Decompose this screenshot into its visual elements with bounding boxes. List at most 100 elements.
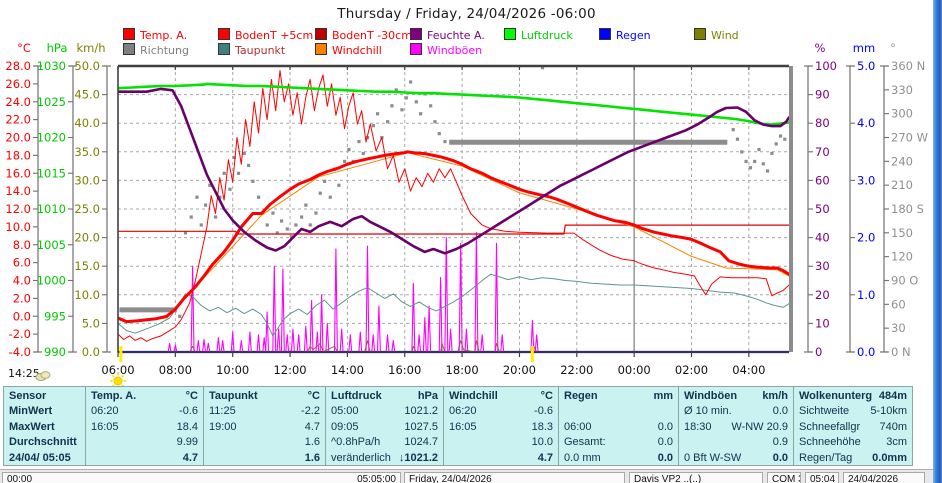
x-axis-label: 08:00 <box>159 363 192 377</box>
rain-tick-label: 3.0 <box>857 173 875 187</box>
wind-tick-label: 10.0 <box>74 288 100 302</box>
legend-label: Richtung <box>140 44 189 57</box>
legend-item-luftdruck[interactable]: Luftdruck <box>504 28 573 42</box>
legend-swatch-icon <box>315 43 327 55</box>
wind-direction-dot <box>437 132 441 136</box>
x-axis-label: 04:00 <box>732 363 765 377</box>
legend-label: Windböen <box>427 44 483 57</box>
stats-table: Sensor MinWert MaxWert Durchschnitt 24/04/ 0… <box>3 386 913 466</box>
legend-item-bodent-5cm[interactable]: BodenT +5cm <box>218 28 313 42</box>
wind-direction-dot <box>371 124 375 128</box>
table-cell: Schneehöhe 3cm <box>799 436 907 449</box>
wind-direction-dot <box>271 211 275 215</box>
pressure-tick-label: 1020 <box>37 131 66 145</box>
humidity-axis-unit: % <box>815 41 826 55</box>
legend-swatch-icon <box>504 28 516 40</box>
legend-item-taupunkt[interactable]: Taupunkt <box>218 43 286 57</box>
table-column-1: Temp. A. °C 06:20 -0.6 16:05 18.4 9.99 4.7 <box>86 387 204 465</box>
status-bar: 00:00 05:05:00 Friday, 24/04/2026 Davis VP2… <box>0 469 933 483</box>
table-cell: 09:05 1027.5 <box>331 420 438 433</box>
wind-direction-dot <box>753 159 757 164</box>
wind-direction-dot <box>357 139 361 144</box>
legend-item-feuchte-a-[interactable]: Feuchte A. <box>410 28 485 42</box>
legend-item-richtung[interactable]: Richtung <box>123 43 189 57</box>
humidity-tick-label: 50 <box>815 202 830 216</box>
status-cell-0: 00:00 05:05:00 <box>2 472 401 483</box>
table-cell: Gesamt: 0.0 <box>564 436 673 449</box>
legend-swatch-icon <box>315 28 327 40</box>
direction-tick-label: 120 <box>891 250 913 264</box>
table-column-4: Windchill °C 06:20 -0.6 16:05 18.3 10.0 4.7 <box>444 387 559 465</box>
direction-tick-label: 90 O <box>891 274 918 288</box>
wind-tick-label: 30.0 <box>74 173 100 187</box>
table-cell: Schneefallgr 740m <box>799 420 907 433</box>
x-axis-label: 00:00 <box>618 363 651 377</box>
x-axis-label: 12:00 <box>273 363 306 377</box>
direction-tick-label: 360 N <box>891 59 925 73</box>
legend-item-temp-a-[interactable]: Temp. A. <box>123 28 187 42</box>
temp-tick-label: 16.0 <box>5 166 31 180</box>
wind-direction-dot <box>314 211 318 215</box>
wind-direction-dot <box>770 151 774 156</box>
table-cell: 06:20 -0.6 <box>91 405 198 418</box>
wind-direction-dot <box>540 66 545 70</box>
rain-tick-label: 5.0 <box>857 59 875 73</box>
series-luftdruck <box>118 82 789 126</box>
wind-direction-dot <box>394 88 398 92</box>
direction-axis-unit: ° <box>890 41 896 55</box>
temp-axis-unit: °C <box>17 41 31 55</box>
table-cell: Wolkenunterg 484m <box>799 390 907 402</box>
series-taupunkt <box>118 273 789 337</box>
wind-tick-label: 15.0 <box>74 259 100 273</box>
humidity-tick-label: 60 <box>815 173 830 187</box>
legend-swatch-icon <box>599 28 611 40</box>
table-cell: Regen/Tag 0.0mm <box>799 451 907 464</box>
wind-direction-dot <box>195 195 199 199</box>
wind-direction-dot <box>246 163 251 168</box>
legend-item-wind[interactable]: Wind <box>694 28 739 42</box>
temp-tick-label: 24.0 <box>5 95 31 109</box>
temp-axis: -4.0 -2.0 0.0 2.0 4.0 6.0 8.0 10.0 12.0 14.0 16.0 1… <box>5 41 42 359</box>
table-cell <box>559 404 678 419</box>
table-cell: 0 Bft W-SW 0.0 <box>684 451 788 464</box>
humidity-tick-label: 0 <box>815 345 822 359</box>
chart-title: Thursday / Friday, 24/04/2026 -06:00 <box>337 6 596 22</box>
wind-direction-dot <box>414 100 418 104</box>
wind-direction-dot <box>304 203 308 207</box>
rain-tick-label: 4.0 <box>857 116 875 130</box>
plot-area <box>118 66 789 354</box>
wind-direction-dot <box>300 215 304 219</box>
legend-item-windb-en[interactable]: Windböen <box>410 43 483 57</box>
legend-label: BodenT -30cm <box>332 29 412 42</box>
wind-direction-dot <box>294 223 298 227</box>
pressure-axis: 990 995 1000 1005 1010 1015 1020 1025 1030 hPa <box>37 41 77 359</box>
wind-direction-dot <box>361 151 365 156</box>
legend-item-windchill[interactable]: Windchill <box>315 43 382 57</box>
legend-item-bodent-30cm[interactable]: BodenT -30cm <box>315 28 412 42</box>
sunshine-duration-value: 14:25 <box>8 367 40 380</box>
legend-label: Taupunkt <box>235 44 286 57</box>
wind-direction-dot <box>208 183 212 187</box>
table-cell: 06:20 -0.6 <box>449 405 553 418</box>
wind-direction-dot <box>222 171 226 175</box>
wind-direction-dot <box>228 187 232 191</box>
wind-tick-label: 50.0 <box>74 59 100 73</box>
wind-direction-dot <box>761 162 765 166</box>
wind-direction-dot <box>419 112 423 116</box>
sunshine-duration: 14:25 <box>8 367 40 380</box>
direction-tick-label: 270 W <box>891 131 928 145</box>
direction-tick-label: 180 S <box>891 202 924 216</box>
table-cell: Windchill °C <box>449 390 553 402</box>
series-temp-a- <box>118 150 789 324</box>
legend-item-regen[interactable]: Regen <box>599 28 651 42</box>
table-cell: 19:00 4.7 <box>209 420 320 433</box>
table-cell: 16:05 18.3 <box>449 420 553 433</box>
temp-tick-label: 0.0 <box>13 309 31 323</box>
legend-label: Feuchte A. <box>427 29 485 42</box>
window-border-right <box>933 0 942 483</box>
temp-tick-label: 26.0 <box>5 77 31 91</box>
pressure-tick-label: 990 <box>44 345 66 359</box>
weather-chart[interactable]: 06:00 08:00 10:00 12:00 14:00 16:00 18:00 20:00… <box>0 0 933 400</box>
temp-tick-label: 8.0 <box>13 238 31 252</box>
